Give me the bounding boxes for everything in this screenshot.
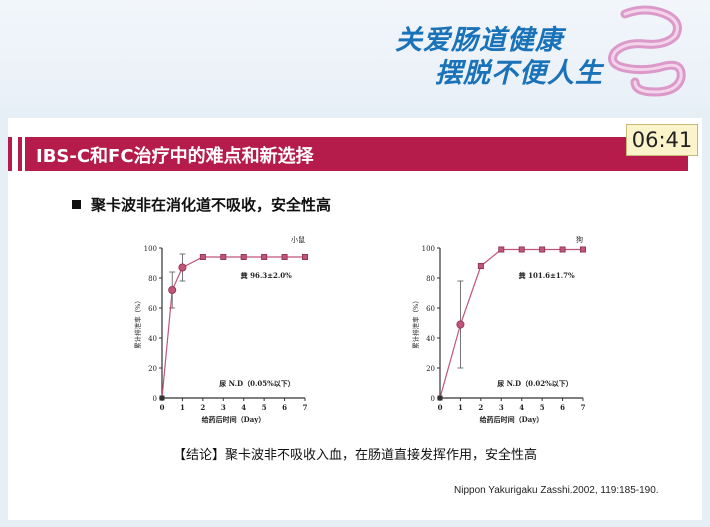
logo-line-1: 关爱肠道健康 [395,25,563,56]
data-point [240,253,247,260]
x-tick-label: 2 [478,403,483,412]
citation-text: Nippon Yakurigaku Zasshi.2002, 119:185-1… [454,485,659,496]
chart-dog: 0 20 40 60 80 100 0 1 2 3 4 5 6 7 给药后时间（Day） 累计排泄率（%） 狗粪… [411,235,586,424]
intestine-icon [608,5,686,97]
series-line [439,248,583,399]
data-point [579,246,586,253]
data-point [220,253,227,260]
data-point [261,253,268,260]
slide-title: IBS-C和FC治疗中的难点和新选择 [36,146,314,167]
y-tick-label: 0 [431,395,435,403]
y-tick-label: 80 [148,275,157,283]
y-tick-label: 80 [426,275,435,283]
chart-title: 狗 [576,235,583,244]
title-accent-mark [12,137,18,171]
y-tick-label: 100 [144,245,157,253]
timer-display: 06:41 [626,124,698,156]
data-point [301,253,308,260]
urine-annotation: 尿 N.D（0.02%以下） [497,379,573,388]
x-tick-label: 4 [241,403,246,412]
data-point [199,253,206,260]
x-axis-label: 给药后时间（Day） [202,415,266,424]
x-tick-label: 0 [438,403,443,412]
data-point [281,253,288,260]
y-tick-label: 100 [422,245,435,253]
data-point [178,263,187,272]
y-tick-label: 60 [148,305,157,313]
y-tick-label: 40 [148,335,157,343]
y-tick-label: 20 [426,365,435,373]
x-tick-label: 5 [262,403,267,412]
bullet-square-icon [72,200,81,209]
data-point [539,246,546,253]
y-axis-label: 累计排泄率（%） [411,297,420,349]
data-point [456,320,465,329]
x-tick-label: 3 [499,403,504,412]
slide-title-bar: IBS-C和FC治疗中的难点和新选择 [8,137,688,171]
x-tick-label: 1 [180,403,185,412]
data-point [498,246,505,253]
data-point [477,262,484,269]
x-axis-label: 给药后时间（Day） [480,415,544,424]
data-point [168,286,177,295]
slide: IBS-C和FC治疗中的难点和新选择 06:41 聚卡波非在消化道不吸收，安全性… [8,118,702,520]
x-tick-label: 4 [519,403,524,412]
campaign-logo: 关爱肠道健康 摆脱不便人生 [395,18,602,90]
x-tick-label: 3 [221,403,226,412]
x-tick-label: 6 [560,403,565,412]
data-point [559,246,566,253]
bullet-text: 聚卡波非在消化道不吸收，安全性高 [91,196,332,214]
y-tick-label: 20 [148,365,157,373]
chart-mouse: 0 20 40 60 80 100 0 1 2 3 4 5 6 7 给药后时间（Day） 累计排泄率（%） 小鼠… [133,235,308,424]
x-tick-label: 2 [200,403,205,412]
data-point [159,395,165,401]
y-tick-label: 40 [426,335,435,343]
x-tick-label: 0 [160,403,165,412]
title-accent-mark-thin [22,137,25,171]
y-axis-label: 累计排泄率（%） [133,297,142,349]
logo-line-2: 摆脱不便人生 [435,58,603,89]
chart-title: 小鼠 [291,235,305,244]
x-tick-label: 5 [540,403,545,412]
feces-annotation: 粪 101.6±1.7% [519,271,575,280]
feces-annotation: 粪 96.3±2.0% [241,271,293,280]
urine-annotation: 尿 N.D（0.05%以下） [219,379,295,388]
data-point [518,246,525,253]
y-tick-label: 0 [153,395,157,403]
data-point [437,395,443,401]
x-tick-label: 7 [581,403,586,412]
x-tick-label: 6 [282,403,287,412]
header-banner: 关爱肠道健康 摆脱不便人生 [0,0,710,105]
conclusion-text: 【结论】聚卡波非不吸收入血，在肠道直接发挥作用，安全性高 [173,448,538,463]
y-tick-label: 60 [426,305,435,313]
x-tick-label: 1 [458,403,463,412]
x-tick-label: 7 [303,403,308,412]
bullet-point: 聚卡波非在消化道不吸收，安全性高 [72,194,331,215]
